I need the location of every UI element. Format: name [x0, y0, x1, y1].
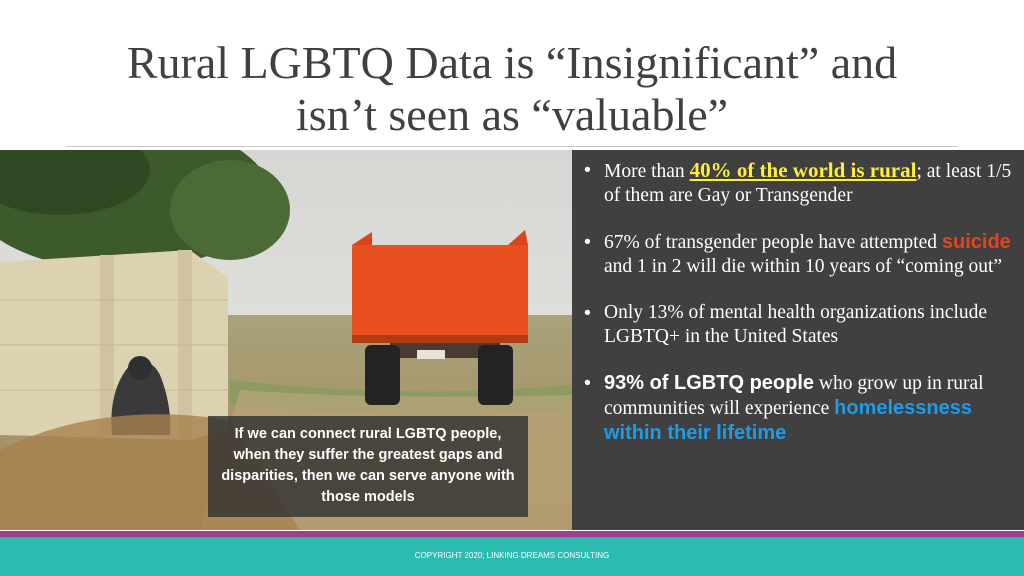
text-run: 67% of transgender people have attempted: [604, 232, 942, 253]
highlight: suicide: [941, 231, 1011, 253]
wheel: [478, 345, 513, 405]
text-run: Only 13% of mental health organizations …: [604, 302, 988, 347]
footer-bar: [0, 537, 1024, 576]
accent-bar: [0, 531, 1024, 537]
bullet: Only 13% of mental health organizations …: [584, 301, 1016, 349]
tree: [170, 160, 290, 260]
tree: [0, 150, 150, 215]
bullet: More than 40% of the world is rural; at …: [584, 158, 1016, 208]
truck-rail: [352, 335, 528, 343]
text-run: ; at least 1/5 of them are Gay or Transg…: [604, 161, 1012, 206]
highlight: 40% of the world is rural: [689, 158, 917, 182]
bullet: 93% of LGBTQ people who grow up in rural…: [584, 371, 1016, 446]
text-run: More than: [604, 161, 690, 182]
truck-bed: [352, 232, 372, 245]
copyright: COPYRIGHT 2020; LINKING DREAMS CONSULTIN…: [414, 551, 610, 560]
title-line: isn’t seen as “valuable”: [295, 89, 729, 140]
person-head: [128, 356, 152, 380]
plate: [417, 350, 445, 359]
caption: If we can connect rural LGBTQ people, wh…: [208, 416, 528, 517]
text-run: and 1 in 2 will die within 10 years of “…: [604, 256, 1003, 277]
truck-bed: [508, 230, 528, 245]
wheel: [365, 345, 400, 405]
divider: [66, 146, 958, 147]
title-line: Rural LGBTQ Data is “Insignificant” and: [126, 37, 898, 88]
highlight: homelessness within their lifetime: [604, 397, 972, 444]
text-run: who grow up in rural communities will ex…: [604, 373, 984, 419]
truck-bed: [352, 245, 528, 335]
highlight: 93% of LGBTQ people: [604, 372, 815, 394]
bullet-panel: More than 40% of the world is rural; at …: [572, 150, 1024, 530]
bullet-list: More than 40% of the world is rural; at …: [572, 150, 1024, 446]
bullet: 67% of transgender people have attempted…: [584, 230, 1016, 279]
